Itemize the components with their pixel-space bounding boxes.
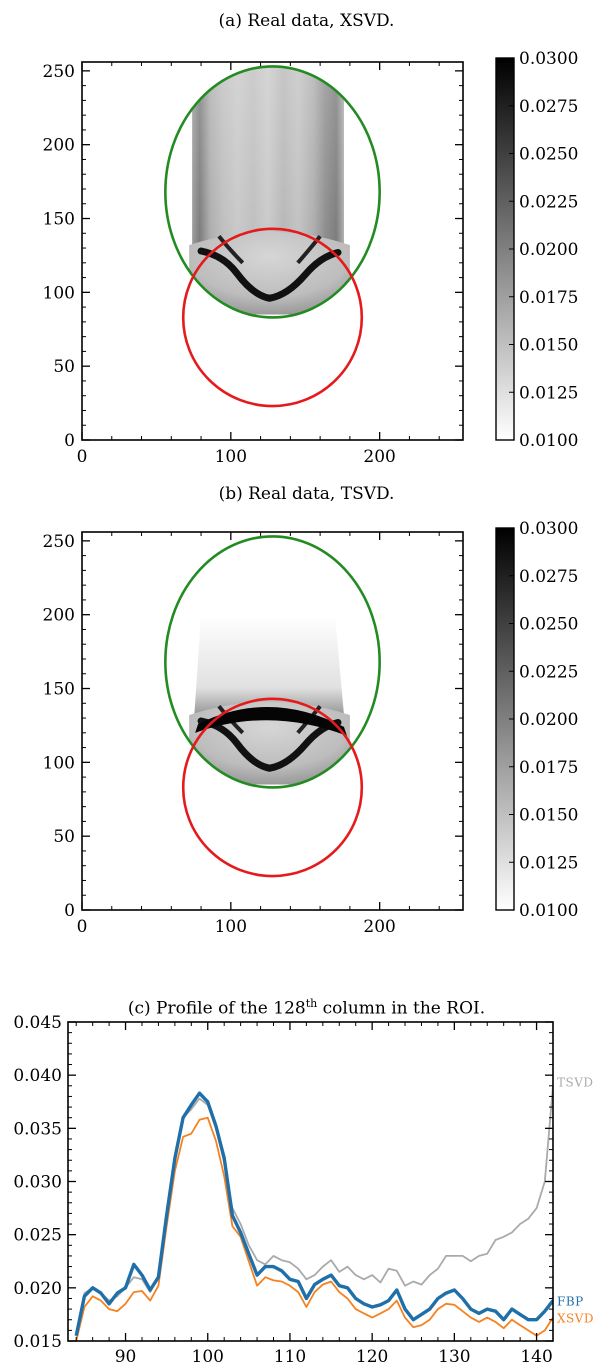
x-tick-label: 130 xyxy=(438,1347,470,1367)
y-tick-label: 0.015 xyxy=(13,1332,62,1352)
panel-b: (b) Real data, TSVD. 0 100 200 0 50 100 150 200… xyxy=(0,470,613,958)
y-tick-label: 0.035 xyxy=(13,1119,62,1139)
object-body xyxy=(189,231,350,315)
y-tick-label: 0 xyxy=(64,901,75,921)
colorbar-tick-label: 0.0250 xyxy=(519,145,578,165)
series-label-xsvd: XSVD xyxy=(557,1312,594,1326)
panel-a: (a) Real data, XSVD. 0 100 200 0 50 100 150 200… xyxy=(0,0,613,470)
colorbar-tick-label: 0.0275 xyxy=(519,97,578,117)
x-tick-label: 120 xyxy=(356,1347,388,1367)
green-ellipse-overlay xyxy=(164,65,381,319)
panel-a-heatmap: 0 100 200 0 50 100 150 200 250 0.0300 0.0275 0.0250… xyxy=(43,49,579,467)
plot-frame xyxy=(81,61,464,441)
colorbar-tick-label: 0.0150 xyxy=(519,336,578,356)
colorbar-tick-label: 0.0100 xyxy=(519,901,578,921)
heatmap-image xyxy=(189,66,350,315)
green-ellipse-overlay xyxy=(164,535,381,789)
y-tick-label: 150 xyxy=(43,210,75,230)
dark-structure-left xyxy=(217,234,245,265)
colorbar-tick-label: 0.0200 xyxy=(519,240,578,260)
red-circle-overlay xyxy=(181,227,364,408)
colorbar-tick-label: 0.0275 xyxy=(519,567,578,587)
colorbar-tick-label: 0.0100 xyxy=(519,431,578,451)
heatmap-image xyxy=(189,614,350,785)
dark-structure-right xyxy=(296,234,322,265)
y-tick-label: 200 xyxy=(43,136,75,156)
plot-frame xyxy=(81,531,464,911)
y-tick-label: 250 xyxy=(43,532,75,552)
y-tick-label: 100 xyxy=(43,283,75,303)
x-tick-label: 90 xyxy=(115,1347,137,1367)
panel-c-line-chart: 90 100 110 120 130 140 0.015 0.020 0.025 0.030 0.0… xyxy=(13,1013,594,1367)
y-tick-label: 100 xyxy=(43,753,75,773)
colorbar-tick-label: 0.0175 xyxy=(519,288,578,308)
series-label-tsvd: TSVD xyxy=(557,1076,594,1090)
panel-b-heatmap: 0 100 200 0 50 100 150 200 250 0.0300 0.0275 0.0250… xyxy=(43,519,579,937)
line-plot-area xyxy=(74,1085,553,1341)
y-tick-label: 50 xyxy=(53,827,75,847)
x-tick-label: 110 xyxy=(274,1347,306,1367)
y-tick-label: 250 xyxy=(43,62,75,82)
y-tick-label: 0.020 xyxy=(13,1279,62,1299)
colorbar-tick-label: 0.0300 xyxy=(519,49,578,69)
y-tick-label: 0 xyxy=(64,431,75,451)
x-tick-label: 140 xyxy=(520,1347,552,1367)
colorbar-tick-label: 0.0225 xyxy=(519,662,578,682)
y-tick-label: 0.025 xyxy=(13,1226,62,1246)
x-tick-label: 0 xyxy=(77,447,88,467)
x-tick-label: 0 xyxy=(77,917,88,937)
y-tick-label: 0.040 xyxy=(13,1066,62,1086)
panel-a-caption: (a) Real data, XSVD. xyxy=(218,11,395,31)
y-tick-label: 50 xyxy=(53,357,75,377)
dark-band xyxy=(195,706,347,736)
red-circle-overlay xyxy=(181,697,364,878)
x-tick-label: 100 xyxy=(215,917,247,937)
x-tick-label: 100 xyxy=(192,1347,224,1367)
colorbar-tick-label: 0.0175 xyxy=(519,758,578,778)
y-tick-label: 150 xyxy=(43,680,75,700)
y-tick-label: 200 xyxy=(43,606,75,626)
x-tick-label: 100 xyxy=(215,447,247,467)
colorbar-tick-label: 0.0300 xyxy=(519,519,578,539)
colorbar-tick-label: 0.0150 xyxy=(519,806,578,826)
series-line-fbp xyxy=(74,1091,553,1337)
colorbar-tick-label: 0.0250 xyxy=(519,615,578,635)
colorbar-tick-label: 0.0125 xyxy=(519,853,578,873)
y-tick-label: 0.045 xyxy=(13,1013,62,1033)
colorbar-tick-label: 0.0200 xyxy=(519,710,578,730)
dark-structure xyxy=(197,247,342,302)
y-tick-label: 0.030 xyxy=(13,1173,62,1193)
colorbar-tick-label: 0.0225 xyxy=(519,192,578,212)
series-label-fbp: FBP xyxy=(557,1295,584,1309)
series-line-xsvd xyxy=(75,1116,553,1341)
dark-structure xyxy=(197,717,342,772)
panel-b-caption: (b) Real data, TSVD. xyxy=(218,484,395,504)
x-tick-label: 200 xyxy=(363,447,395,467)
colorbar-tick-label: 0.0125 xyxy=(519,383,578,403)
x-tick-label: 200 xyxy=(363,917,395,937)
panel-c: (c) Profile of the 128th column in the R… xyxy=(0,958,613,1368)
panel-c-caption: (c) Profile of the 128th column in the R… xyxy=(127,997,486,1019)
